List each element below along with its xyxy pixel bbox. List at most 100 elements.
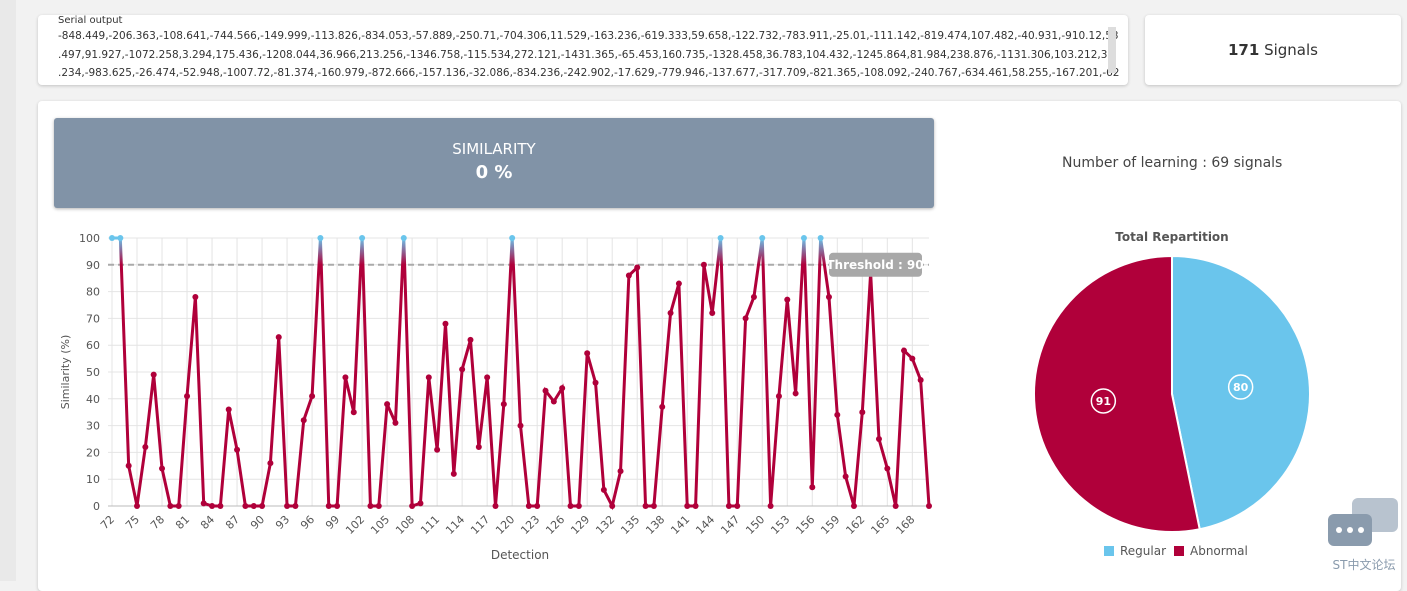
point xyxy=(692,503,699,509)
similarity-banner: SIMILARITY 0 % xyxy=(54,118,934,208)
point xyxy=(150,371,157,378)
point xyxy=(567,503,574,509)
y-axis-label: Similarity (%) xyxy=(59,335,72,410)
point xyxy=(392,419,399,426)
point xyxy=(275,334,282,341)
x-tick-label: 78 xyxy=(148,513,167,532)
y-tick-label: 90 xyxy=(86,259,100,272)
x-tick-label: 129 xyxy=(568,513,592,537)
scrollbar[interactable] xyxy=(1108,27,1116,73)
point xyxy=(584,350,591,357)
point xyxy=(425,374,432,381)
x-tick-label: 81 xyxy=(173,513,192,532)
point xyxy=(234,446,241,453)
legend-label: Abnormal xyxy=(1190,544,1248,558)
legend-swatch xyxy=(1174,546,1184,556)
point xyxy=(900,347,907,354)
x-tick-label: 138 xyxy=(643,513,667,537)
point xyxy=(775,393,782,400)
point xyxy=(350,409,357,416)
point xyxy=(342,374,349,381)
x-tick-label: 150 xyxy=(743,513,767,537)
legend-label: Regular xyxy=(1120,544,1166,558)
point xyxy=(250,503,257,509)
x-tick-label: 114 xyxy=(443,513,467,537)
point xyxy=(459,366,466,373)
point xyxy=(767,503,774,509)
learning-count: Number of learning : 69 signals xyxy=(1062,155,1283,171)
x-tick-label: 165 xyxy=(868,513,892,537)
point xyxy=(734,503,741,509)
serial-box: -848.449,-206.363,-108.641,-744.566,-149… xyxy=(58,27,1133,77)
point xyxy=(700,261,707,268)
similarity-title: SIMILARITY xyxy=(452,140,536,158)
point xyxy=(175,503,182,509)
point xyxy=(550,398,557,405)
point xyxy=(667,310,674,317)
point xyxy=(400,235,407,241)
point xyxy=(892,503,899,509)
point xyxy=(909,355,916,362)
point xyxy=(600,486,607,493)
watermark-text: ST中文论坛 xyxy=(1333,557,1396,572)
watermark: ST中文论坛 xyxy=(1328,498,1398,572)
signals-label: Signals xyxy=(1264,41,1318,59)
point xyxy=(509,235,516,241)
point xyxy=(284,503,291,509)
point xyxy=(184,393,191,400)
point xyxy=(800,235,807,241)
point xyxy=(167,503,174,509)
point xyxy=(575,503,582,509)
point xyxy=(542,387,549,394)
point xyxy=(792,390,799,397)
point xyxy=(334,503,341,509)
point xyxy=(142,444,149,451)
point xyxy=(617,468,624,475)
pie-title: Total Repartition xyxy=(1115,230,1228,244)
point xyxy=(475,444,482,451)
point xyxy=(926,503,932,509)
point xyxy=(850,503,857,509)
point xyxy=(709,310,716,317)
y-tick-label: 100 xyxy=(79,232,100,245)
serial-card: Serial output -848.449,-206.363,-108.641… xyxy=(38,15,1128,85)
point xyxy=(442,320,449,327)
y-tick-label: 80 xyxy=(86,286,100,299)
x-tick-label: 153 xyxy=(768,513,792,537)
x-tick-label: 93 xyxy=(273,513,292,532)
point xyxy=(359,235,366,241)
point xyxy=(209,503,216,509)
serial-line: -848.449,-206.363,-108.641,-744.566,-149… xyxy=(58,30,1119,42)
point xyxy=(559,385,566,392)
x-tick-label: 84 xyxy=(198,513,217,532)
point xyxy=(884,465,891,472)
point xyxy=(534,503,541,509)
y-tick-label: 40 xyxy=(86,393,100,406)
point xyxy=(634,264,641,271)
x-tick-label: 75 xyxy=(123,513,142,532)
point xyxy=(684,503,691,509)
point xyxy=(125,462,132,469)
x-tick-label: 123 xyxy=(518,513,542,537)
x-tick-label: 72 xyxy=(98,513,117,532)
point xyxy=(809,484,816,491)
point xyxy=(159,465,166,472)
x-tick-label: 108 xyxy=(393,513,417,537)
x-tick-label: 159 xyxy=(818,513,842,537)
x-tick-label: 141 xyxy=(668,513,692,537)
y-tick-label: 0 xyxy=(93,500,100,513)
x-tick-label: 147 xyxy=(718,513,742,537)
x-tick-label: 117 xyxy=(468,513,492,537)
label-ring xyxy=(1090,388,1117,414)
point xyxy=(642,503,649,509)
y-tick-label: 10 xyxy=(86,473,100,486)
threshold-label: Threshold : 90 xyxy=(826,258,923,272)
x-tick-label: 162 xyxy=(843,513,867,537)
point xyxy=(450,470,457,477)
x-tick-label: 102 xyxy=(343,513,367,537)
point xyxy=(725,503,732,509)
serial-title: Serial output xyxy=(58,15,123,26)
point xyxy=(467,336,474,343)
x-axis-label: Detection xyxy=(491,548,549,562)
